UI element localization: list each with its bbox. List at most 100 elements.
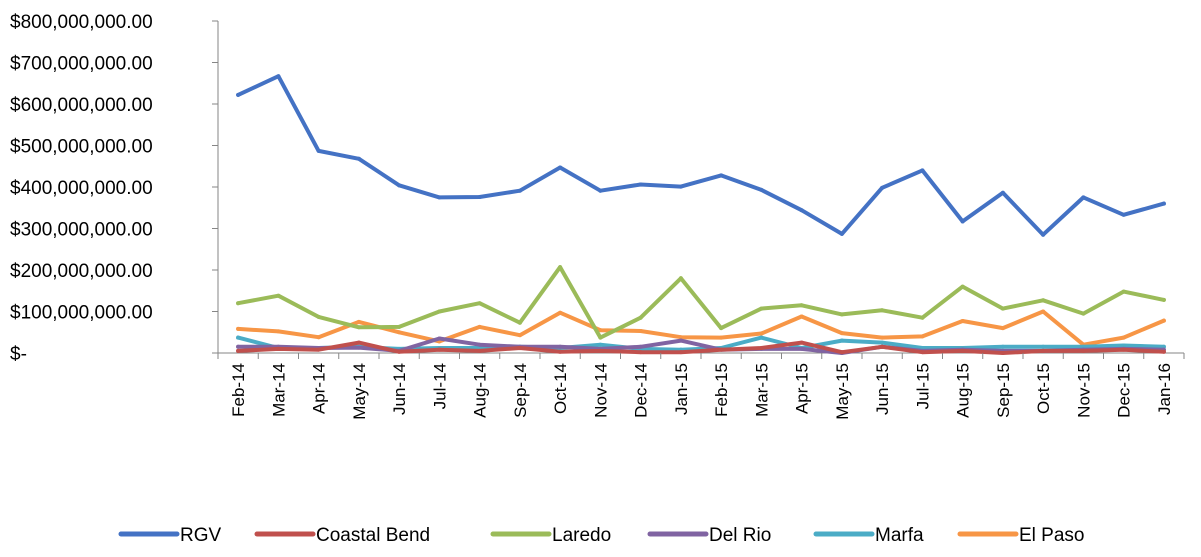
data-point [679,185,683,189]
data-point [236,336,240,340]
data-point [961,319,965,323]
data-point [437,310,441,314]
data-point [1122,348,1126,352]
data-point [437,336,441,340]
data-point [1162,319,1166,323]
data-point [357,157,361,161]
legend-item: Del Rio [650,525,771,546]
data-point [719,348,723,352]
data-point [639,316,643,320]
data-point [1162,350,1166,354]
legend-label: Del Rio [709,525,771,546]
data-point [880,308,884,312]
data-point [236,345,240,349]
y-axis-ticks: $-$100,000,000.00$200,000,000.00$300,000… [10,12,218,365]
y-tick-label: $300,000,000.00 [10,220,153,241]
data-point [1041,310,1045,314]
x-tick-label: Dec-14 [632,363,651,418]
y-tick-label: $400,000,000.00 [10,178,153,199]
data-point [236,301,240,305]
legend-label: Marfa [875,525,924,546]
data-point [478,349,482,353]
x-tick-label: Mar-15 [752,363,771,417]
legend-label: El Paso [1019,525,1084,546]
x-tick-label: Jun-15 [873,363,892,415]
data-point [397,330,401,334]
data-point [397,350,401,354]
data-point [639,345,643,349]
data-point [880,186,884,190]
data-point [961,349,965,353]
data-point [800,314,804,318]
x-tick-label: Nov-15 [1074,363,1093,418]
data-point [598,189,602,193]
y-tick-label: $100,000,000.00 [10,303,153,324]
data-point [236,327,240,331]
x-tick-label: Oct-15 [1034,363,1053,414]
x-tick-label: Apr-14 [310,363,329,414]
data-point [840,331,844,335]
data-point [518,346,522,350]
series-laredo [236,265,1166,340]
legend: RGV Coastal Bend Laredo Del Rio Marfa El Paso [121,525,1084,546]
data-point [558,350,562,354]
data-point [317,335,321,339]
x-tick-label: May-15 [833,363,852,420]
data-point [840,350,844,354]
x-tick-label: May-14 [350,363,369,420]
data-point [558,265,562,269]
x-tick-label: Apr-15 [793,363,812,414]
data-point [1001,326,1005,330]
data-point [236,93,240,97]
data-point [759,331,763,335]
legend-item: El Paso [960,525,1084,546]
data-point [1081,312,1085,316]
data-point [880,336,884,340]
data-point [1162,202,1166,206]
x-tick-label: Oct-14 [551,363,570,414]
data-point [1001,191,1005,195]
data-point [639,183,643,187]
data-point [840,232,844,236]
data-point [276,347,280,351]
legend-label: RGV [180,525,222,546]
x-tick-label: Jun-14 [390,363,409,415]
x-tick-label: Nov-14 [591,363,610,418]
data-point [639,350,643,354]
y-tick-label: $700,000,000.00 [10,54,153,75]
x-tick-label: Jan-15 [672,363,691,415]
x-tick-label: Sep-15 [994,363,1013,418]
data-point [598,343,602,347]
data-point [317,348,321,352]
x-tick-label: Aug-14 [471,363,490,418]
data-point [920,334,924,338]
series-rgv [236,74,1166,237]
data-point [1041,298,1045,302]
data-point [800,208,804,212]
data-point [840,339,844,343]
data-point [1081,349,1085,353]
data-point [920,350,924,354]
series-lines [236,74,1166,355]
data-point [800,347,804,351]
data-point [478,301,482,305]
data-point [478,325,482,329]
x-tick-label: Dec-15 [1115,363,1134,418]
data-point [1001,351,1005,355]
data-point [518,333,522,337]
data-point [276,74,280,78]
data-point [759,307,763,311]
legend-label: Laredo [552,525,611,546]
data-point [317,149,321,153]
data-point [1041,349,1045,353]
data-point [357,341,361,345]
data-point [920,168,924,172]
data-point [518,321,522,325]
data-point [397,183,401,187]
data-point [478,343,482,347]
data-point [639,329,643,333]
data-point [437,348,441,352]
data-point [276,329,280,333]
